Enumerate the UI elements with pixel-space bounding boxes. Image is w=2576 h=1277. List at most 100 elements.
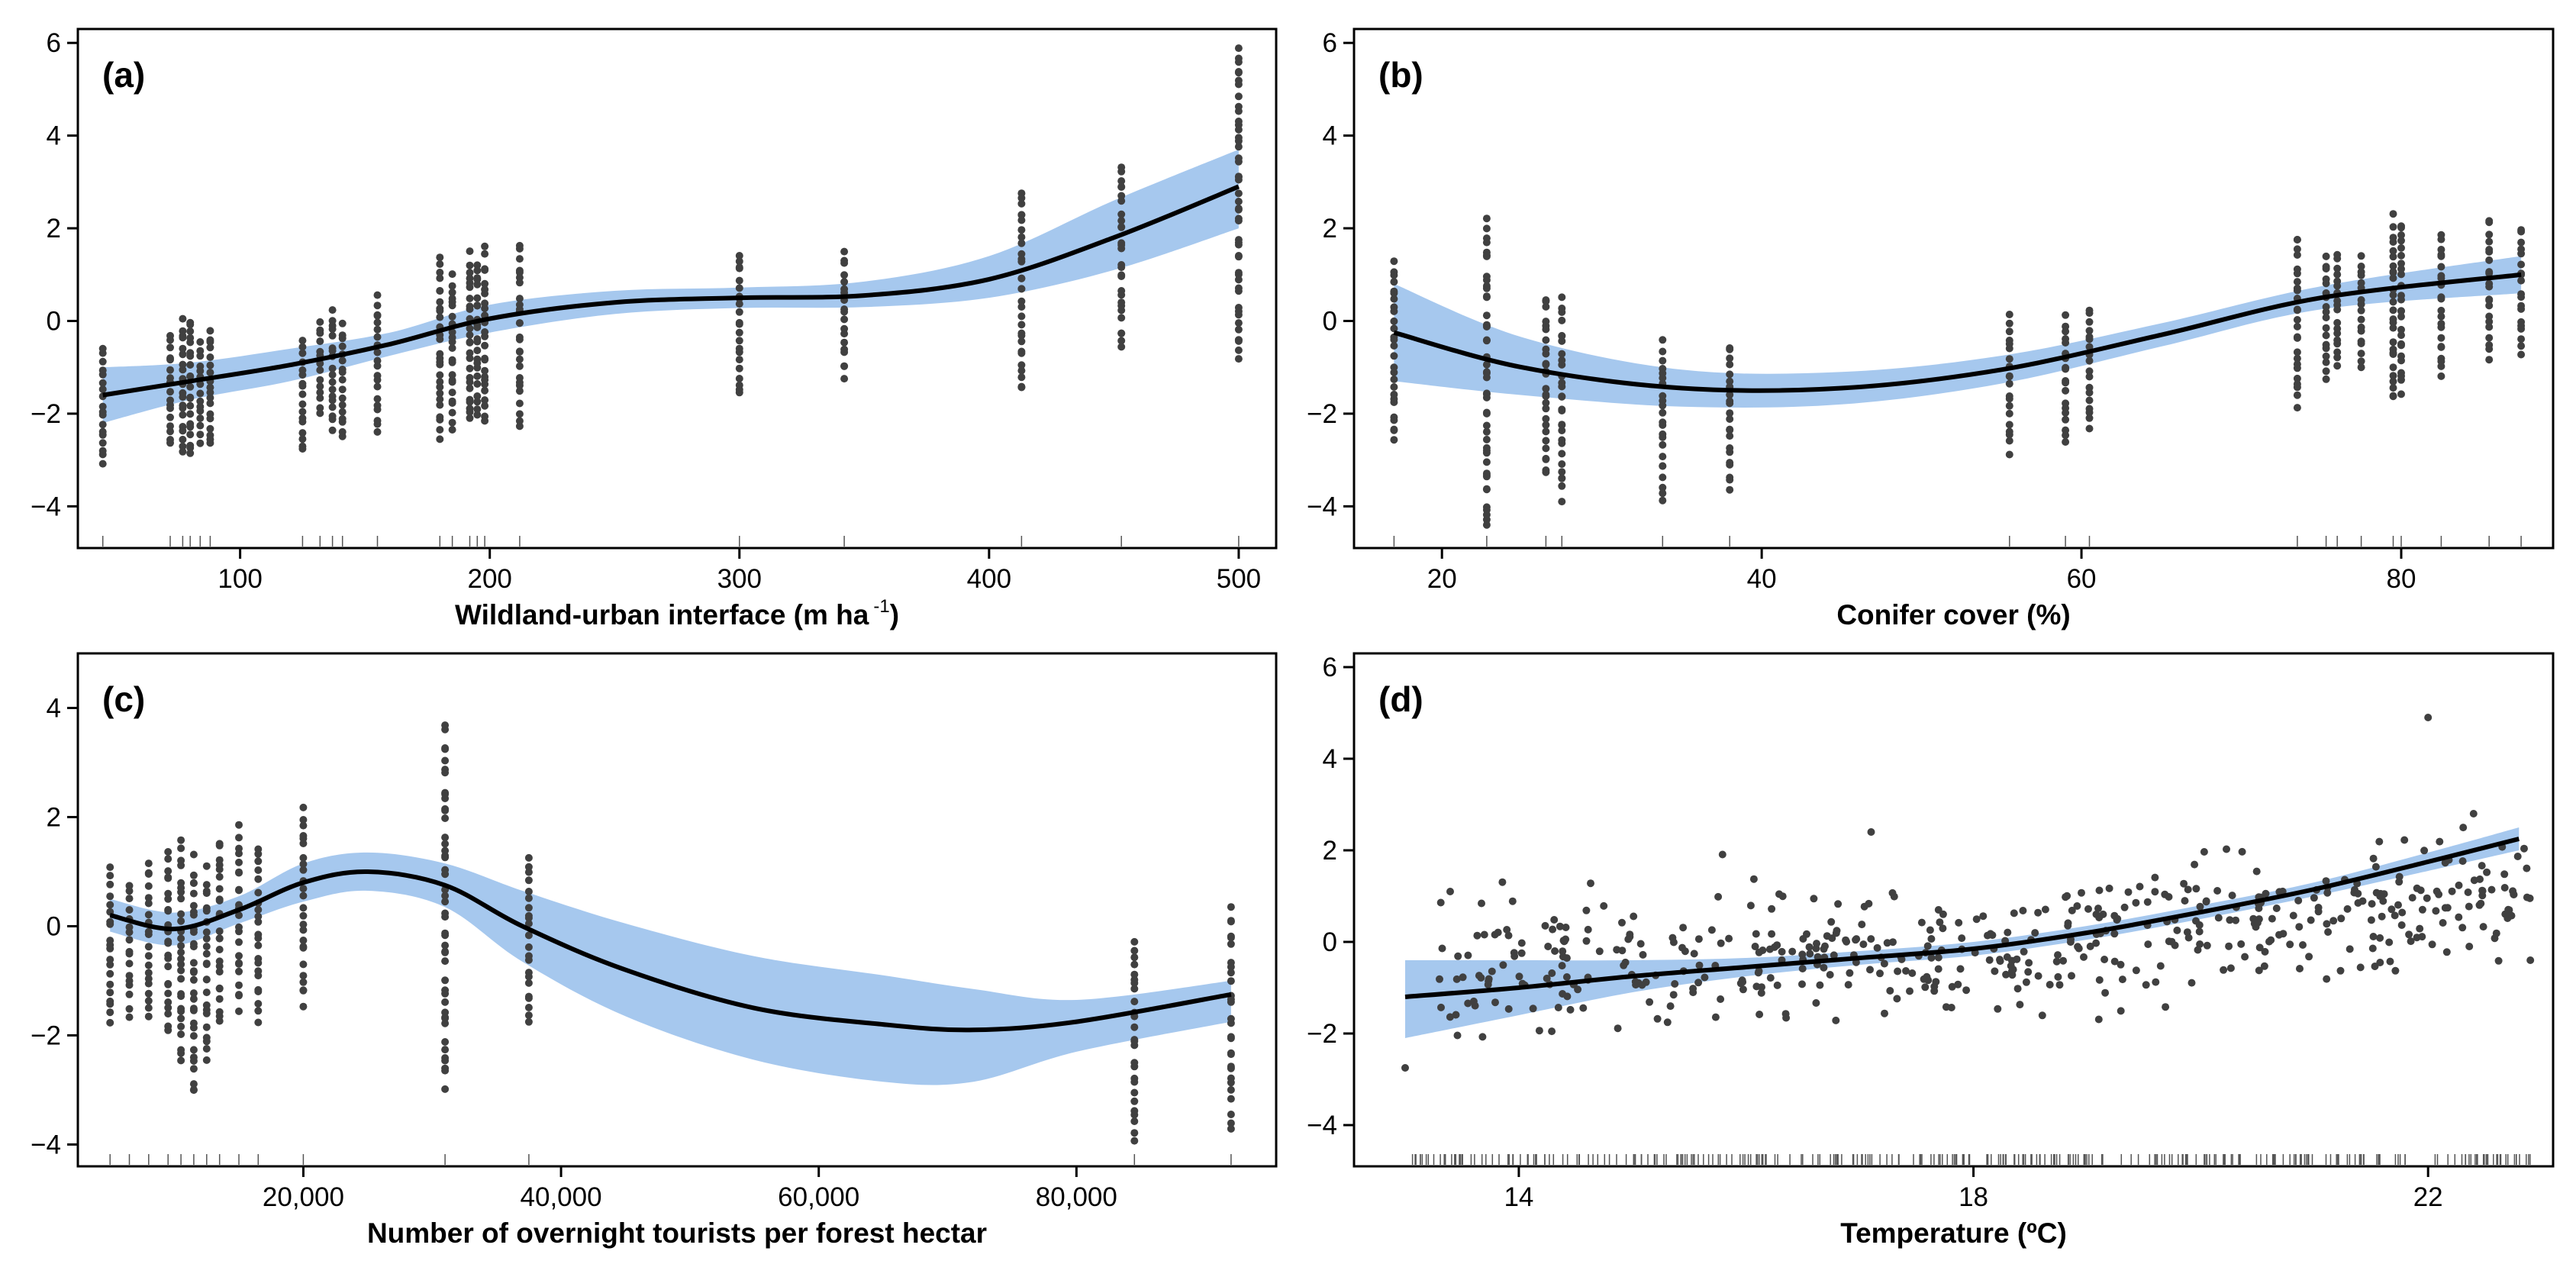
data-point — [2062, 377, 2070, 385]
data-point — [1117, 314, 1126, 322]
data-point — [515, 348, 524, 356]
data-point — [1390, 390, 1398, 398]
data-point — [235, 834, 243, 842]
data-point — [2307, 916, 2315, 924]
data-point — [1595, 947, 1604, 956]
data-point — [2369, 933, 2378, 940]
data-point — [1659, 418, 1667, 427]
data-point — [1659, 392, 1667, 400]
data-point — [328, 331, 337, 340]
data-point — [1659, 430, 1667, 438]
data-point — [2062, 415, 2070, 424]
data-point — [2062, 426, 2070, 434]
data-point — [338, 319, 347, 327]
data-point — [1541, 921, 1549, 930]
data-point — [436, 371, 444, 379]
data-point — [1390, 295, 1398, 303]
data-point — [524, 888, 533, 895]
data-point — [1996, 956, 2004, 964]
data-point — [106, 872, 114, 880]
data-point — [1659, 473, 1667, 482]
data-point — [2213, 887, 2222, 895]
data-point — [436, 413, 444, 421]
data-point — [840, 338, 849, 347]
data-point — [515, 335, 524, 343]
data-point — [1017, 239, 1026, 247]
data-point — [98, 385, 107, 393]
data-point — [2101, 988, 2110, 997]
data-point — [2389, 392, 2397, 401]
data-point — [2357, 306, 2365, 314]
data-point — [1130, 985, 1139, 993]
data-point — [2523, 864, 2531, 872]
data-point — [1948, 982, 1956, 991]
data-point — [1726, 409, 1734, 418]
data-point — [1227, 969, 1235, 977]
data-point — [448, 371, 456, 379]
data-point — [373, 325, 382, 334]
data-point — [2181, 897, 2189, 905]
data-point — [1717, 939, 1725, 947]
data-point — [144, 952, 153, 960]
data-point — [2073, 902, 2081, 910]
data-point — [177, 948, 185, 956]
data-point — [1566, 1005, 1575, 1014]
data-point — [1130, 1023, 1139, 1031]
data-point — [1390, 383, 1398, 391]
data-point — [179, 435, 187, 443]
data-point — [2358, 897, 2367, 905]
data-point — [441, 745, 450, 753]
x-tick-label: 400 — [967, 564, 1011, 594]
data-point — [2333, 297, 2342, 305]
data-point — [106, 1008, 114, 1017]
data-point — [2336, 966, 2345, 975]
data-point — [2397, 331, 2405, 340]
data-point — [316, 389, 324, 397]
data-point — [299, 911, 308, 920]
data-point — [1636, 940, 1645, 948]
data-point — [215, 840, 224, 848]
data-point — [1548, 1027, 1556, 1036]
data-point — [1130, 1036, 1139, 1044]
data-point — [1917, 918, 1926, 927]
data-point — [1017, 216, 1026, 224]
data-point — [1653, 1014, 1662, 1023]
data-point — [299, 921, 308, 929]
data-point — [164, 855, 172, 863]
rug-d — [1411, 1154, 2531, 1165]
data-point — [1859, 940, 1868, 949]
data-point — [2004, 928, 2012, 937]
data-point — [189, 911, 198, 919]
data-point — [106, 980, 114, 988]
data-point — [1130, 1097, 1139, 1105]
data-point — [2517, 276, 2526, 285]
data-point — [2437, 320, 2445, 327]
data-point — [206, 361, 214, 369]
data-point — [448, 328, 456, 337]
data-point — [177, 879, 185, 887]
data-point — [2485, 217, 2494, 225]
data-point — [2165, 893, 2173, 901]
data-point — [1972, 915, 1981, 924]
data-point — [186, 441, 195, 450]
data-point — [735, 364, 743, 372]
data-point — [1726, 426, 1734, 434]
data-point — [1227, 1095, 1235, 1103]
data-point — [1390, 436, 1398, 444]
data-point — [2389, 268, 2397, 276]
data-point — [189, 1019, 198, 1027]
data-point — [189, 995, 198, 1003]
data-point — [196, 402, 205, 411]
data-point — [215, 856, 224, 864]
data-point — [1826, 971, 1834, 979]
data-point — [2517, 335, 2526, 343]
y-tick-label: −4 — [31, 1130, 61, 1159]
data-point — [2005, 311, 2013, 318]
data-point — [2368, 944, 2377, 953]
data-point — [1491, 998, 1499, 1007]
data-point — [2420, 846, 2429, 855]
data-point — [2418, 905, 2426, 914]
data-point — [164, 963, 172, 971]
data-point — [166, 374, 174, 382]
data-point — [2517, 302, 2526, 310]
